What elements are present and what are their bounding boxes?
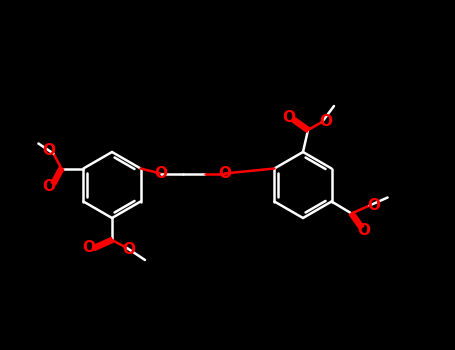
Text: O: O [122,243,136,258]
Text: O: O [367,198,380,213]
Text: O: O [218,166,231,181]
Text: O: O [82,240,96,256]
Text: O: O [154,166,167,181]
Text: O: O [319,114,333,130]
Text: O: O [283,110,295,125]
Text: O: O [42,143,55,158]
Text: O: O [42,179,55,194]
Text: O: O [357,223,370,238]
